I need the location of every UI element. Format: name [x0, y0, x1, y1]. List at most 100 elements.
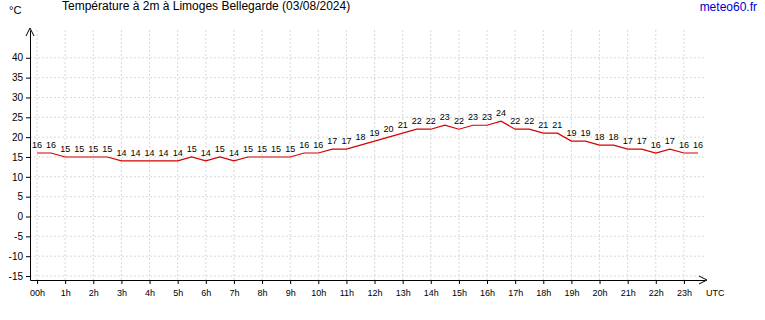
x-tick-label: 2h	[89, 288, 99, 298]
x-tick-label: 17h	[508, 288, 523, 298]
y-tick-label: 20	[12, 132, 24, 143]
grid-line	[30, 276, 705, 277]
y-tick-mark	[26, 78, 30, 79]
y-tick: 30	[12, 92, 30, 103]
y-axis-line	[30, 31, 31, 281]
y-tick-label: 10	[12, 172, 24, 183]
x-tick-mark	[375, 280, 376, 284]
x-tick: 3h	[117, 280, 127, 298]
grid-line	[458, 30, 459, 280]
data-label: 16	[46, 140, 56, 150]
y-tick-label: 0	[17, 211, 23, 222]
y-axis-title: °C	[9, 4, 21, 16]
x-tick: 17h	[508, 280, 523, 298]
temperature-line	[37, 121, 698, 161]
x-tick-mark	[318, 280, 319, 284]
y-axis: -15-10-50510152025303540	[9, 31, 31, 282]
data-label: 15	[285, 144, 295, 154]
data-label: 21	[398, 120, 408, 130]
x-tick-label: 21h	[621, 288, 636, 298]
y-tick-label: 5	[17, 191, 23, 202]
x-tick: 2h	[89, 280, 99, 298]
data-label: 21	[552, 120, 562, 130]
y-tick-mark	[26, 177, 30, 178]
data-label: 21	[538, 120, 548, 130]
x-tick: 12h	[368, 280, 383, 298]
grid-line	[30, 176, 705, 177]
grid-line	[290, 30, 291, 280]
source-link[interactable]: meteo60.fr	[700, 0, 757, 14]
grid-line	[30, 236, 705, 237]
y-axis-arrow	[26, 28, 34, 36]
x-tick-mark	[150, 280, 151, 284]
data-label: 16	[651, 140, 661, 150]
x-tick-mark	[121, 280, 122, 284]
x-tick: 18h	[536, 280, 551, 298]
x-tick-mark	[571, 280, 572, 284]
data-label: 15	[215, 144, 225, 154]
data-label: 17	[341, 136, 351, 146]
y-tick-mark	[26, 217, 30, 218]
y-tick-mark	[26, 117, 30, 118]
x-tick: 6h	[201, 280, 211, 298]
grid-line	[543, 30, 544, 280]
x-tick-mark	[684, 280, 685, 284]
x-tick: 9h	[286, 280, 296, 298]
x-tick: 11h	[340, 280, 354, 298]
x-tick: 16h	[480, 280, 495, 298]
y-tick-mark	[26, 256, 30, 257]
x-tick-label: 18h	[536, 288, 551, 298]
data-label: 18	[609, 132, 619, 142]
x-tick-mark	[262, 280, 263, 284]
x-tick-label: 10h	[311, 288, 326, 298]
grid-line	[93, 30, 94, 280]
data-label: 14	[201, 148, 211, 158]
grid	[30, 30, 705, 280]
title: Température à 2m à Limoges Bellegarde (0…	[62, 0, 350, 13]
x-tick-label: 13h	[396, 288, 411, 298]
y-tick: 35	[12, 72, 30, 83]
x-axis-arrow	[699, 276, 707, 284]
x-tick-label: 6h	[201, 288, 211, 298]
y-tick-label: 15	[12, 152, 24, 163]
x-tick-mark	[431, 280, 432, 284]
data-label: 23	[440, 112, 450, 122]
x-tick-label: 3h	[117, 288, 127, 298]
grid-line	[655, 30, 656, 280]
x-tick: 22h	[649, 280, 664, 298]
grid-line	[487, 30, 488, 280]
data-label: 23	[482, 112, 492, 122]
grid-line	[430, 30, 431, 280]
x-tick-mark	[65, 280, 66, 284]
data-label: 22	[510, 116, 520, 126]
x-tick-mark	[515, 280, 516, 284]
data-label: 22	[454, 116, 464, 126]
grid-line	[30, 97, 705, 98]
data-label: 14	[229, 148, 239, 158]
y-tick-mark	[26, 58, 30, 59]
data-label: 15	[74, 144, 84, 154]
y-tick-label: 25	[12, 112, 24, 123]
data-label: 22	[524, 116, 534, 126]
data-label: 16	[32, 140, 42, 150]
x-tick-mark	[543, 280, 544, 284]
y-tick-mark	[26, 197, 30, 198]
y-tick-mark	[26, 137, 30, 138]
x-tick: 19h	[564, 280, 579, 298]
data-label: 15	[60, 144, 70, 154]
grid-line	[402, 30, 403, 280]
y-tick: 40	[12, 52, 30, 63]
grid-line	[374, 30, 375, 280]
data-label: 17	[637, 136, 647, 146]
x-tick-mark	[37, 280, 38, 284]
x-tick-label: 20h	[593, 288, 608, 298]
grid-line	[65, 30, 66, 280]
data-label: 16	[693, 140, 703, 150]
x-tick-label: 00h	[30, 288, 45, 298]
x-tick: 14h	[424, 280, 439, 298]
x-tick-label: 14h	[424, 288, 439, 298]
grid-line	[571, 30, 572, 280]
chart: -15-10-5051015202530354000h1h2h3h4h5h6h7…	[0, 0, 765, 320]
x-tick-label: 16h	[480, 288, 495, 298]
x-tick: 7h	[229, 280, 239, 298]
